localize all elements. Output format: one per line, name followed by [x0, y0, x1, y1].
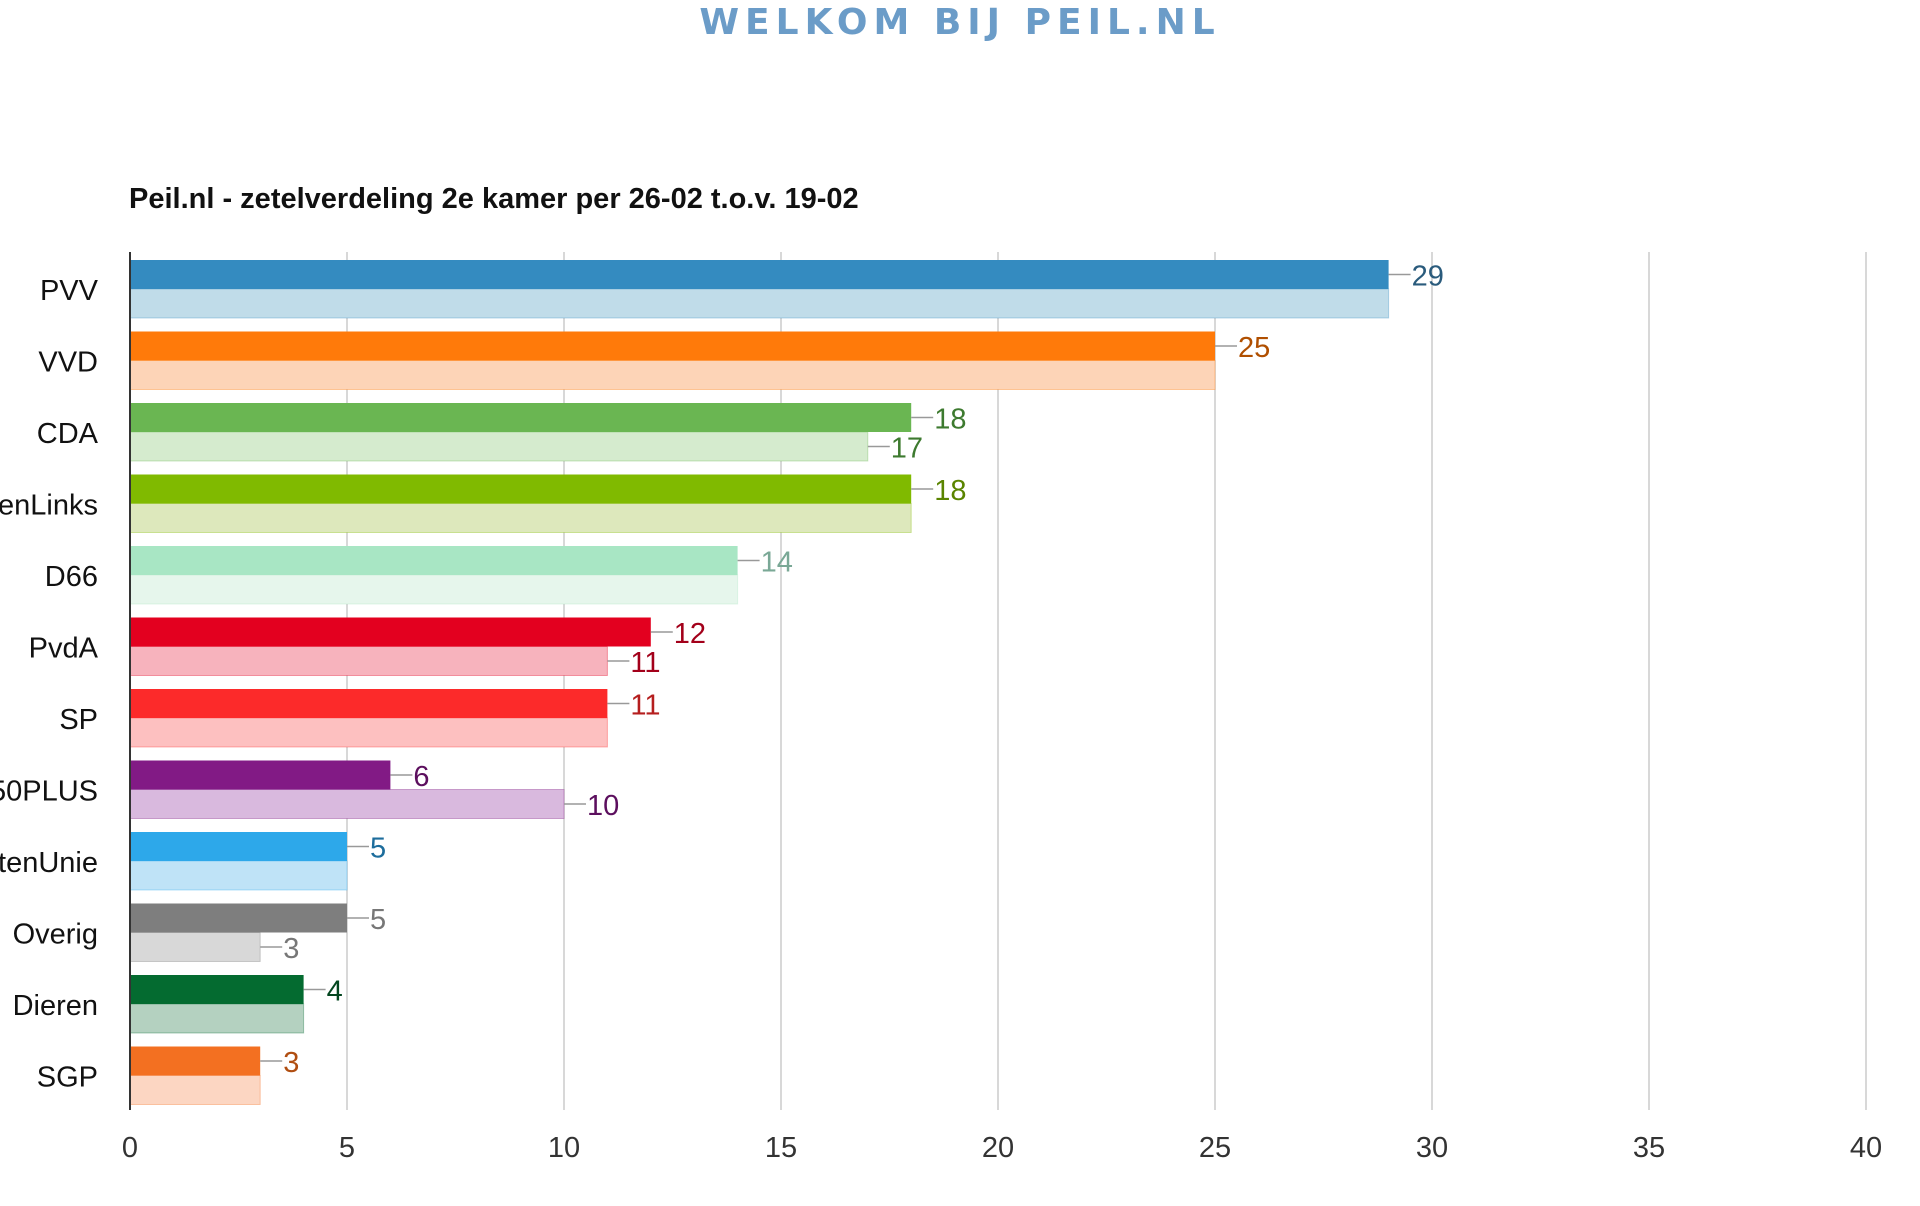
- x-tick-label-5: 5: [339, 1132, 355, 1164]
- bar-previous-overig: [129, 932, 261, 962]
- bar-previous-groenlinks: [129, 503, 912, 533]
- data-label-previous-50plus: 10: [587, 790, 619, 822]
- data-label-current-overig: 5: [370, 904, 386, 936]
- data-label-current-pvda: 12: [674, 618, 706, 650]
- bar-current-overig: [130, 903, 347, 933]
- bar-current-sp: [130, 689, 608, 718]
- category-label-d66: D66: [45, 561, 98, 593]
- x-tick-label-0: 0: [122, 1132, 138, 1164]
- category-label-christenunie: ChristenUnie: [0, 847, 98, 879]
- bar-previous-pvv: [129, 288, 1390, 319]
- data-label-current-dieren: 4: [327, 976, 343, 1008]
- bar-previous-cda: [129, 431, 869, 462]
- bar-current-sgp: [130, 1046, 261, 1076]
- category-label-pvda: PvdA: [29, 633, 99, 665]
- bar-previous-dieren: [129, 1003, 305, 1034]
- category-label-sp: SP: [59, 704, 98, 736]
- bar-current-50plus: [130, 760, 391, 790]
- data-label-current-vvd: 25: [1238, 332, 1270, 364]
- bar-current-pvv: [130, 260, 1389, 289]
- category-label-groenlinks: GroenLinks: [0, 490, 98, 522]
- data-label-current-cda: 18: [934, 404, 966, 436]
- category-label-pvv: PVV: [40, 275, 99, 307]
- x-tick-label-25: 25: [1199, 1132, 1231, 1164]
- data-label-current-50plus: 6: [413, 761, 429, 793]
- category-label-50plus: 50PLUS: [0, 776, 98, 808]
- bar-current-vvd: [130, 331, 1215, 361]
- data-label-previous-overig: 3: [283, 933, 299, 965]
- bar-previous-sgp: [129, 1075, 261, 1105]
- bar-previous-pvda: [129, 646, 608, 676]
- data-label-current-sp: 11: [630, 690, 660, 722]
- bar-previous-50plus: [129, 789, 565, 819]
- category-label-cda: CDA: [37, 418, 99, 450]
- x-tick-label-10: 10: [548, 1132, 580, 1164]
- x-tick-label-20: 20: [982, 1132, 1014, 1164]
- x-tick-label-30: 30: [1416, 1132, 1448, 1164]
- data-label-current-sgp: 3: [283, 1047, 299, 1079]
- data-label-current-d66: 14: [761, 547, 793, 579]
- bar-current-pvda: [130, 617, 651, 647]
- site-header: WELKOM BIJ PEIL.NL: [0, 0, 1920, 60]
- x-tick-label-40: 40: [1850, 1132, 1882, 1164]
- data-label-previous-cda: 17: [891, 433, 923, 465]
- x-tick-label-15: 15: [765, 1132, 797, 1164]
- bar-previous-vvd: [129, 360, 1216, 390]
- chart-title: Peil.nl - zetelverdeling 2e kamer per 26…: [129, 183, 859, 215]
- bar-current-d66: [130, 546, 738, 575]
- category-label-vvd: VVD: [38, 347, 98, 379]
- category-label-sgp: SGP: [37, 1062, 98, 1094]
- category-label-overig: Overig: [13, 919, 98, 951]
- bar-current-groenlinks: [130, 474, 912, 504]
- x-tick-label-35: 35: [1633, 1132, 1665, 1164]
- bar-current-cda: [130, 403, 912, 432]
- data-label-current-pvv: 29: [1412, 261, 1444, 293]
- bar-previous-christenunie: [129, 860, 348, 891]
- data-label-previous-pvda: 11: [630, 647, 660, 679]
- bar-previous-d66: [129, 574, 739, 605]
- data-label-current-groenlinks: 18: [934, 475, 966, 507]
- bar-current-dieren: [130, 975, 304, 1004]
- bar-current-christenunie: [130, 832, 347, 861]
- bar-previous-sp: [129, 717, 608, 748]
- category-label-dieren: Dieren: [13, 990, 98, 1022]
- site-title[interactable]: WELKOM BIJ PEIL.NL: [699, 2, 1221, 43]
- data-label-current-christenunie: 5: [370, 833, 386, 865]
